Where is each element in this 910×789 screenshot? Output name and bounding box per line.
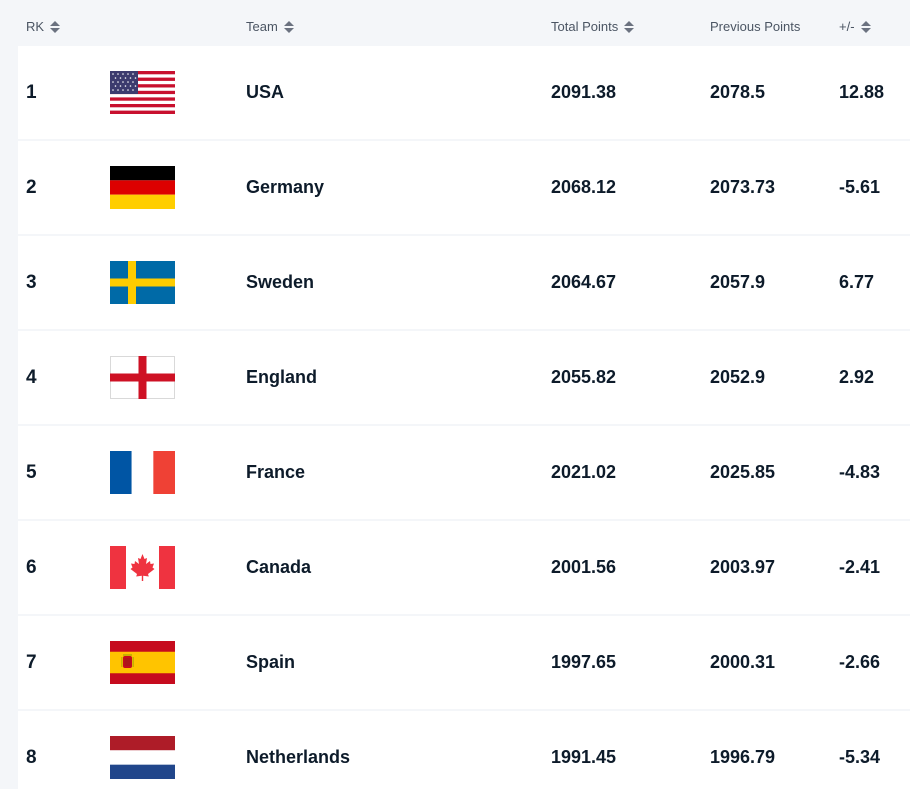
sort-icon[interactable] — [50, 20, 61, 33]
france-flag-icon — [110, 451, 175, 494]
rk-header-label: RK — [26, 19, 45, 34]
flag-cell — [110, 331, 175, 424]
previous-points: 2000.31 — [710, 652, 776, 672]
netherlands-flag-icon — [110, 736, 175, 779]
team-header[interactable]: Team — [246, 19, 294, 34]
points-diff: -5.61 — [839, 177, 881, 197]
flag-cell — [110, 236, 175, 329]
total-points-header-label: Total Points — [551, 19, 619, 34]
flag-cell — [110, 616, 175, 709]
total-points: 1991.45 — [551, 747, 617, 767]
table-row[interactable]: 6 Canada 2001.56 2003.97 -2.41 — [18, 521, 910, 614]
previous-points: 2052.9 — [710, 367, 766, 387]
table-row[interactable]: 7 Spain 1997.65 2000.31 -2.66 — [18, 616, 910, 709]
previous-points: 2003.97 — [710, 557, 776, 577]
table-row[interactable]: 1 — [18, 46, 910, 139]
previous-points: 2073.73 — [710, 177, 776, 197]
team-name[interactable]: Spain — [246, 652, 296, 672]
points-diff: -5.34 — [839, 747, 881, 767]
rank-cell: 7 — [26, 651, 37, 673]
flag-cell — [110, 141, 175, 234]
previous-points: 1996.79 — [710, 747, 776, 767]
rank-cell: 5 — [26, 461, 37, 483]
previous-points-header-label: Previous Points — [710, 19, 801, 34]
points-diff: 12.88 — [839, 82, 885, 102]
spain-flag-icon — [110, 641, 175, 684]
points-diff: 2.92 — [839, 367, 875, 387]
rk-header[interactable]: RK — [26, 19, 61, 34]
points-diff: -2.66 — [839, 652, 881, 672]
sort-icon[interactable] — [860, 20, 871, 33]
table-row[interactable]: 2 Germany 2068.12 2073.73 -5.61 — [18, 141, 910, 234]
flag-cell — [110, 426, 175, 519]
flag-cell — [110, 46, 175, 139]
team-name[interactable]: Canada — [246, 557, 312, 577]
rank-cell: 2 — [26, 176, 37, 198]
table-row[interactable]: 8 Netherlands 1991.45 1996.79 -5.34 — [18, 711, 910, 789]
sort-icon[interactable] — [283, 20, 294, 33]
rank-cell: 4 — [26, 366, 37, 388]
canada-flag-icon — [110, 546, 175, 589]
table-row[interactable]: 4 England 2055.82 2052.9 2.92 — [18, 331, 910, 424]
total-points: 2001.56 — [551, 557, 617, 577]
rank-cell: 8 — [26, 746, 37, 768]
rank-cell: 3 — [26, 271, 37, 293]
total-points: 1997.65 — [551, 652, 617, 672]
england-flag-icon — [110, 356, 175, 399]
total-points: 2055.82 — [551, 367, 617, 387]
rank-cell: 1 — [26, 81, 37, 103]
table-header: RK Team Total Points Previous Points +/- — [0, 0, 910, 46]
previous-points: 2057.9 — [710, 272, 766, 292]
table-row[interactable]: 3 Sweden 2064.67 2057.9 6.77 — [18, 236, 910, 329]
team-name[interactable]: Germany — [246, 177, 325, 197]
previous-points: 2025.85 — [710, 462, 776, 482]
diff-header-label: +/- — [839, 19, 855, 34]
points-diff: 6.77 — [839, 272, 875, 292]
points-diff: -2.41 — [839, 557, 881, 577]
flag-cell — [110, 521, 175, 614]
table-row[interactable]: 5 France 2021.02 2025.85 -4.83 — [18, 426, 910, 519]
total-points: 2091.38 — [551, 82, 617, 102]
sort-icon[interactable] — [624, 20, 635, 33]
total-points-header[interactable]: Total Points — [551, 19, 635, 34]
previous-points: 2078.5 — [710, 82, 766, 102]
team-name[interactable]: England — [246, 367, 317, 387]
sweden-flag-icon — [110, 261, 175, 304]
rank-cell: 6 — [26, 556, 37, 578]
germany-flag-icon — [110, 166, 175, 209]
team-name[interactable]: USA — [246, 82, 285, 102]
points-diff: -4.83 — [839, 462, 881, 482]
team-header-label: Team — [246, 19, 278, 34]
previous-points-header[interactable]: Previous Points — [710, 19, 800, 34]
team-name[interactable]: Netherlands — [246, 747, 351, 767]
total-points: 2068.12 — [551, 177, 617, 197]
total-points: 2064.67 — [551, 272, 617, 292]
flag-cell — [110, 711, 175, 789]
diff-header[interactable]: +/- — [839, 19, 871, 34]
team-name[interactable]: France — [246, 462, 306, 482]
total-points: 2021.02 — [551, 462, 617, 482]
usa-flag-icon — [110, 71, 175, 114]
team-name[interactable]: Sweden — [246, 272, 315, 292]
